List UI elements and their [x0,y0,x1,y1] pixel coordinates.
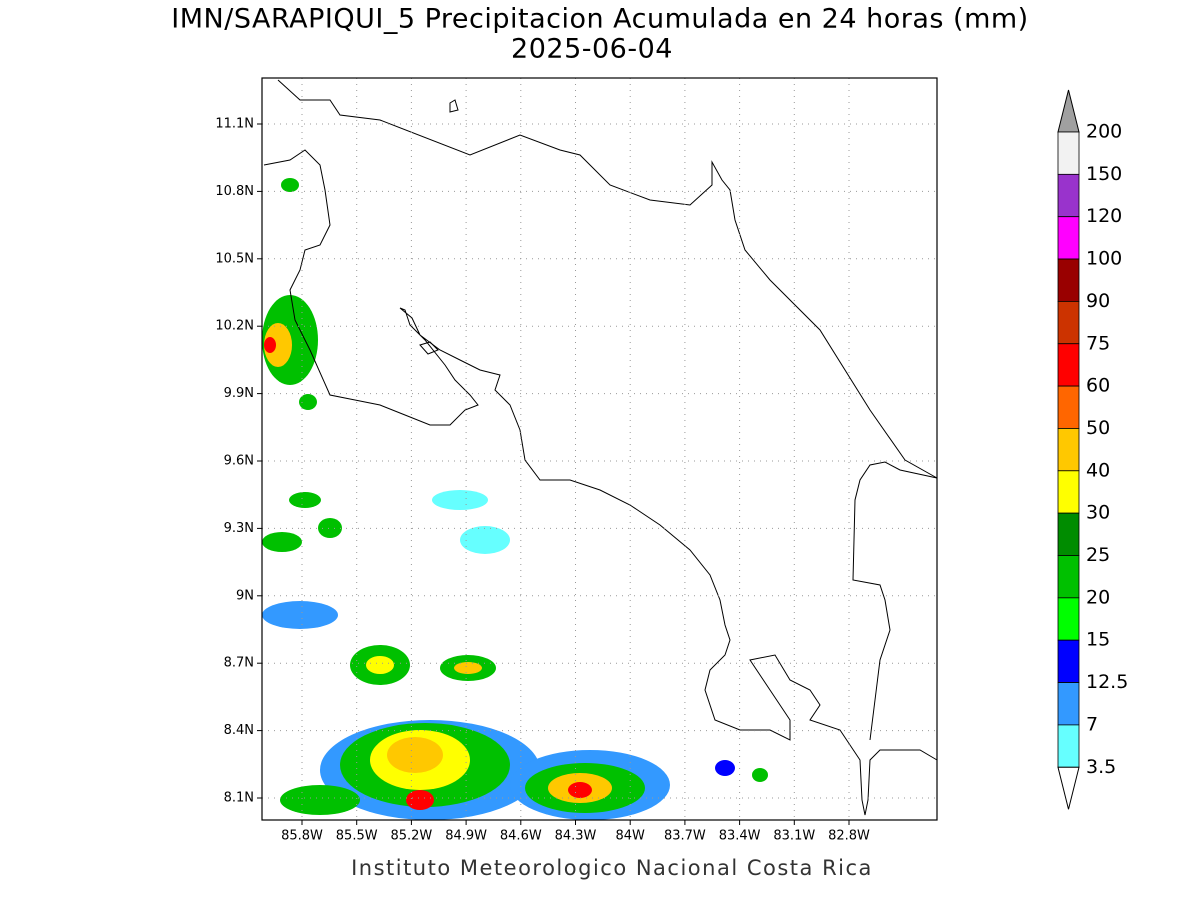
colorbar-label: 90 [1086,290,1110,312]
lon-label: 85.5W [336,829,378,844]
lon-label: 84.6W [500,829,542,844]
colorbar: 200 150 120 100 90 75 60 50 40 30 25 20 15 12.5 7 3.5 [1057,89,1128,810]
colorbar-segment [1057,682,1080,726]
colorbar-segment [1057,428,1080,472]
lat-label: 8.4N [224,723,254,738]
colorbar-segment [1057,470,1080,514]
colorbar-label: 3.5 [1086,756,1116,778]
lat-label: 9N [236,588,254,603]
lat-label: 8.7N [224,656,254,671]
colorbar-label: 75 [1086,332,1110,354]
lat-label: 10.2N [215,319,254,334]
colorbar-segment [1057,724,1080,768]
lon-label: 84.3W [555,829,597,844]
colorbar-label: 12.5 [1086,671,1128,693]
colorbar-label: 20 [1086,586,1110,608]
colorbar-over [1057,89,1080,133]
colorbar-label: 150 [1086,163,1122,185]
lon-label: 83.1W [773,829,815,844]
colorbar-label: 120 [1086,205,1122,227]
date: 2025-06-04 [511,34,673,65]
colorbar-under [1057,766,1080,810]
colorbar-label: 40 [1086,459,1110,481]
colorbar-segment [1057,385,1080,429]
lat-label: 10.8N [215,184,254,199]
lon-label: 84.9W [445,829,487,844]
colorbar-segment [1057,131,1080,175]
map-frame [261,77,938,821]
lon-label: 83.7W [664,829,706,844]
lon-label: 85.8W [281,829,323,844]
colorbar-segment [1057,258,1080,302]
colorbar-label: 15 [1086,629,1110,651]
lon-label: 84W [615,829,645,844]
colorbar-segment [1057,512,1080,556]
colorbar-label: 30 [1086,502,1110,524]
lat-label: 9.3N [224,521,254,536]
colorbar-segment [1057,173,1080,218]
lon-label: 82.8W [828,829,870,844]
grid [257,78,937,825]
colorbar-segment [1057,300,1080,345]
lon-label: 83.4W [719,829,761,844]
colorbar-label: 7 [1086,713,1098,735]
precipitation [262,178,768,820]
colorbar-label: 25 [1086,544,1110,566]
coastline [263,79,938,816]
title: IMN/SARAPIQUI_5 Precipitacion Acumulada … [171,4,1028,35]
lat-label: 10.5N [215,251,254,266]
colorbar-label: 100 [1086,248,1122,270]
lon-label: 85.2W [390,829,432,844]
colorbar-label: 60 [1086,375,1110,397]
colorbar-segment [1057,216,1080,260]
lat-label: 11.1N [215,117,254,132]
footer: Instituto Meteorologico Nacional Costa R… [351,856,873,880]
colorbar-segment [1057,343,1080,387]
colorbar-label: 50 [1086,417,1110,439]
colorbar-segment [1057,639,1080,683]
lat-label: 8.1N [224,791,254,806]
colorbar-segment [1057,597,1080,641]
colorbar-label: 200 [1086,121,1122,143]
colorbar-segment [1057,555,1080,599]
lat-label: 9.6N [224,454,254,469]
lat-label: 9.9N [224,386,254,401]
map [257,77,938,825]
